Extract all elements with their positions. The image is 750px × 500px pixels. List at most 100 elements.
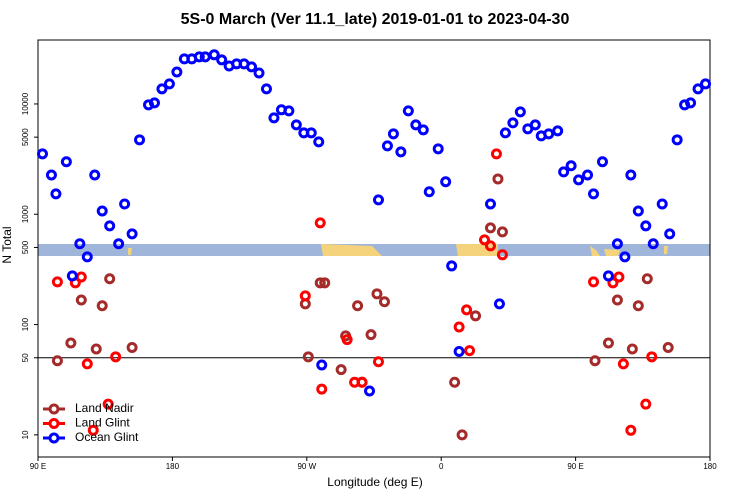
point (640, 398, 652, 410)
point (134, 134, 146, 146)
point (664, 228, 676, 240)
point (573, 174, 585, 186)
point (305, 127, 317, 139)
point (602, 337, 614, 349)
point (692, 83, 704, 95)
point (613, 271, 625, 283)
legend-label: Ocean Glint (75, 430, 139, 444)
legend-label: Land Nadir (75, 401, 134, 415)
point (552, 125, 564, 137)
point (470, 310, 482, 322)
point (156, 83, 168, 95)
point (104, 273, 116, 285)
point (314, 217, 326, 229)
point (395, 146, 407, 158)
point (499, 127, 511, 139)
point (50, 188, 62, 200)
point (335, 364, 347, 376)
point (490, 148, 502, 160)
point (96, 300, 108, 312)
point (51, 276, 63, 288)
point (314, 277, 326, 289)
point (193, 51, 205, 63)
point (66, 270, 78, 282)
point (216, 54, 228, 66)
point (81, 251, 93, 263)
point (632, 300, 644, 312)
land-strip (590, 246, 600, 256)
legend-marker (48, 418, 60, 429)
point (641, 273, 653, 285)
point (126, 228, 138, 240)
point (96, 205, 108, 217)
point (253, 67, 265, 79)
chart-title: 5S-0 March (Ver 11.1_late) 2019-01-01 to… (181, 11, 570, 28)
point (89, 169, 101, 181)
land-strip (604, 249, 620, 256)
point (625, 424, 637, 436)
point (484, 222, 496, 234)
point (507, 117, 519, 129)
x-tick-label: 90 E (567, 462, 583, 471)
y-tick-label: 50 (21, 353, 30, 362)
y-tick-label: 10000 (21, 92, 30, 115)
point (685, 97, 697, 109)
point (453, 321, 465, 333)
point (90, 343, 102, 355)
point (283, 105, 295, 117)
point (656, 198, 668, 210)
y-tick-label: 5000 (21, 128, 30, 146)
point (104, 220, 116, 232)
point (588, 188, 600, 200)
point (75, 294, 87, 306)
point (290, 119, 302, 131)
point (299, 290, 311, 302)
point (456, 429, 468, 441)
plot-frame (37, 39, 711, 458)
x-tick-label: 180 (166, 462, 180, 471)
x-tick-label: 90 E (30, 462, 46, 471)
point (671, 134, 683, 146)
point (611, 238, 623, 250)
point (319, 277, 331, 289)
point (87, 424, 99, 436)
point (364, 385, 376, 397)
point (163, 78, 175, 90)
point (126, 341, 138, 353)
point (632, 205, 644, 217)
point (619, 251, 631, 263)
land-strip (321, 244, 382, 256)
point (529, 119, 541, 131)
point (410, 119, 422, 131)
point (446, 260, 458, 272)
y-axis-label: N Total (0, 226, 14, 263)
point (662, 341, 674, 353)
point (588, 276, 600, 288)
y-tick-label: 10 (21, 430, 30, 439)
point (625, 169, 637, 181)
land-strip (128, 248, 132, 255)
point (365, 329, 377, 341)
point (81, 358, 93, 370)
point (302, 351, 314, 363)
x-tick-label: 90 W (297, 462, 316, 471)
point (496, 226, 508, 238)
point (514, 106, 526, 118)
point (611, 294, 623, 306)
point (171, 66, 183, 78)
point (558, 166, 570, 178)
point (148, 97, 160, 109)
point (102, 398, 114, 410)
point (371, 288, 383, 300)
point (493, 298, 505, 310)
point (543, 128, 555, 140)
point (596, 156, 608, 168)
land-strip (664, 246, 668, 254)
x-axis-label: Longitude (deg E) (327, 475, 422, 489)
point (74, 238, 86, 250)
point (602, 270, 614, 282)
point (582, 169, 594, 181)
point (449, 376, 461, 388)
point (313, 136, 325, 148)
point (423, 186, 435, 198)
